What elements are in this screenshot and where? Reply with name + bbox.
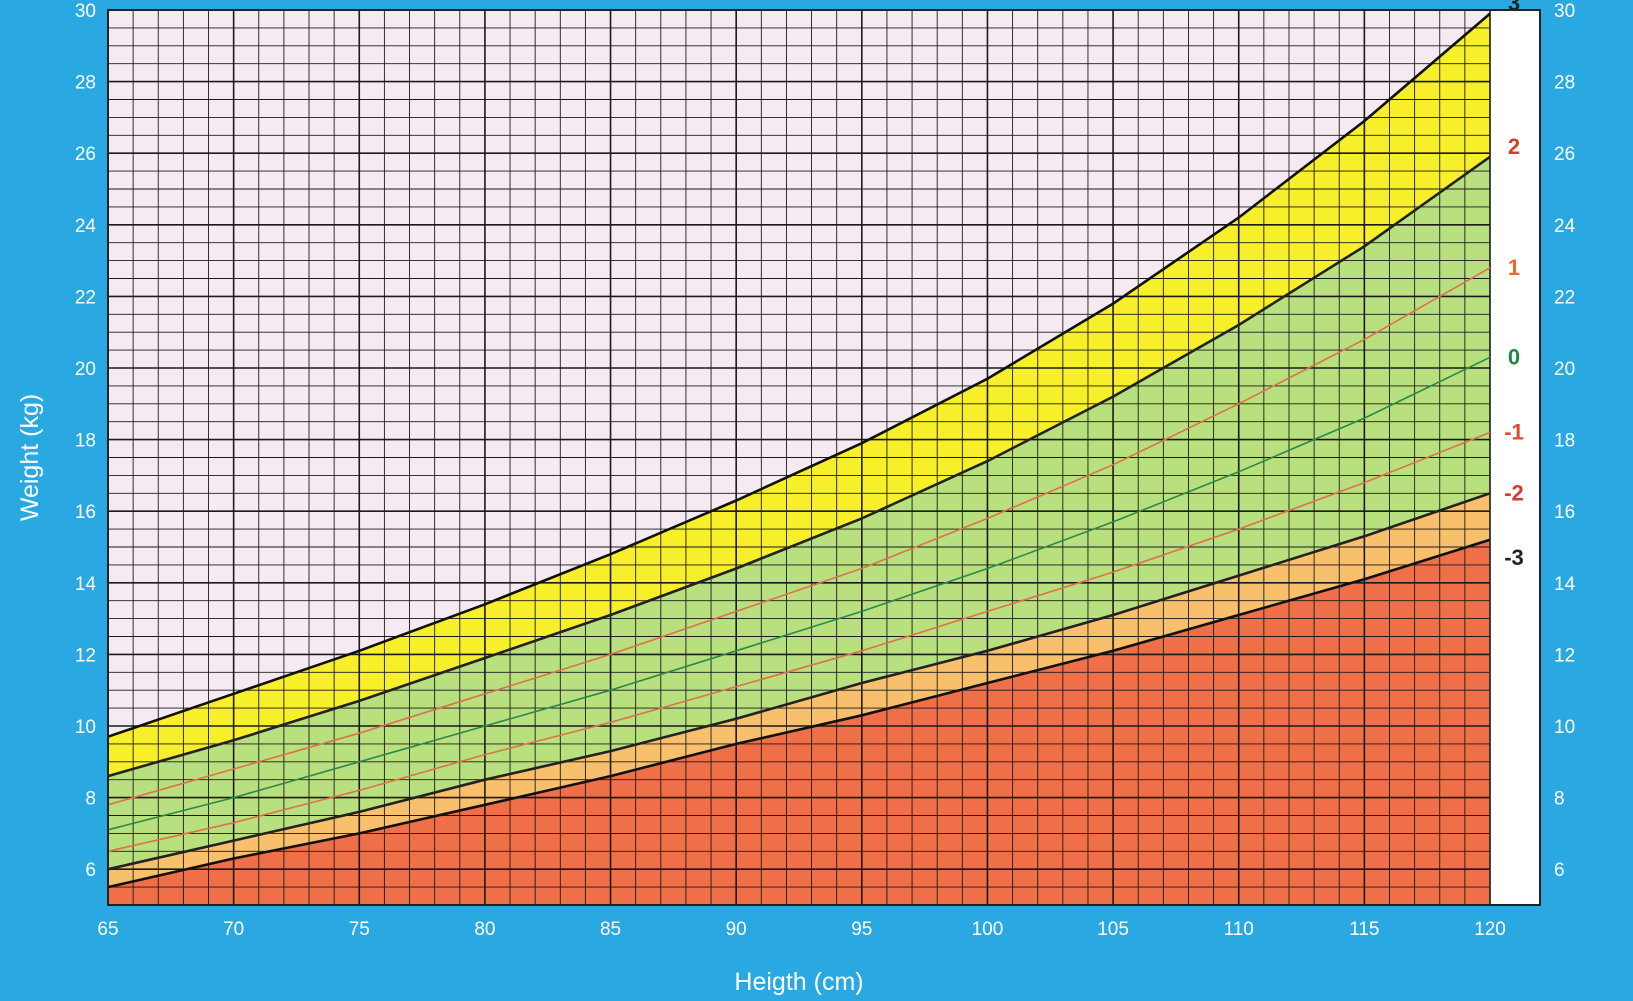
y-tick-label-right: 26 <box>1554 144 1575 165</box>
curve-z-0 <box>107 356 1491 831</box>
x-tick-label: 75 <box>349 919 370 940</box>
x-tick-label: 115 <box>1349 919 1379 940</box>
x-tick-label: 80 <box>474 919 495 940</box>
plot-border <box>107 9 1541 906</box>
y-tick-label-right: 8 <box>1554 789 1565 810</box>
x-tick-label: 85 <box>600 919 621 940</box>
y-tick-label-left: 28 <box>75 73 96 94</box>
x-tick-label: 110 <box>1224 919 1254 940</box>
y-tick-label-right: 30 <box>1554 1 1575 22</box>
band-2-to-3 <box>108 13 1490 777</box>
x-tick-label: 95 <box>851 919 872 940</box>
y-tick-label-right: 28 <box>1554 73 1575 94</box>
y-axis-title: Weight (kg) <box>16 394 44 521</box>
y-tick-label-left: 8 <box>85 789 96 810</box>
x-tick-label: 120 <box>1474 919 1506 940</box>
y-tick-label-right: 12 <box>1554 645 1575 666</box>
x-tick-label: 100 <box>972 919 1004 940</box>
x-tick-label: 65 <box>97 919 118 940</box>
y-tick-label-left: 18 <box>75 431 96 452</box>
curve-z-3 <box>107 12 1491 738</box>
y-tick-label-left: 20 <box>75 359 96 380</box>
y-tick-label-left: 6 <box>85 860 96 881</box>
z-score-label-2: 2 <box>1508 134 1520 159</box>
curve-z-2 <box>107 155 1491 778</box>
curve-z-1 <box>107 267 1491 806</box>
y-tick-label-left: 22 <box>75 287 96 308</box>
y-tick-label-right: 20 <box>1554 359 1575 380</box>
z-score-label-minus3: -3 <box>1504 545 1524 570</box>
y-tick-label-left: 14 <box>75 574 97 595</box>
y-tick-label-right: 16 <box>1554 502 1575 523</box>
curve-z-minus3 <box>107 538 1491 889</box>
z-score-label-0: 0 <box>1508 344 1520 369</box>
y-tick-label-left: 10 <box>75 717 96 738</box>
y-tick-label-left: 30 <box>75 1 96 22</box>
y-tick-label-left: 12 <box>75 645 96 666</box>
y-tick-label-right: 18 <box>1554 431 1575 452</box>
x-tick-label: 70 <box>223 919 244 940</box>
x-tick-label: 90 <box>726 919 747 940</box>
y-tick-label-left: 24 <box>75 216 97 237</box>
y-tick-label-left: 26 <box>75 144 96 165</box>
y-tick-label-left: 16 <box>75 502 96 523</box>
z-score-label-1: 1 <box>1508 255 1520 280</box>
y-tick-label-right: 10 <box>1554 717 1575 738</box>
curve-z-minus2 <box>107 492 1491 871</box>
x-axis-title: Heigth (cm) <box>734 968 863 996</box>
x-tick-label: 105 <box>1097 919 1129 940</box>
z-score-label-minus2: -2 <box>1504 480 1524 505</box>
y-tick-label-right: 6 <box>1554 860 1565 881</box>
curve-z-minus1 <box>107 431 1491 853</box>
z-score-label-minus1: -1 <box>1504 419 1524 444</box>
band-minus2-to-2 <box>108 156 1490 870</box>
y-tick-label-right: 14 <box>1554 574 1576 595</box>
y-tick-label-right: 22 <box>1554 287 1575 308</box>
z-score-label-3: 3 <box>1508 0 1520 16</box>
y-tick-label-right: 24 <box>1554 216 1576 237</box>
band-below-minus3 <box>108 539 1490 905</box>
z-label-strip <box>1490 10 1540 905</box>
